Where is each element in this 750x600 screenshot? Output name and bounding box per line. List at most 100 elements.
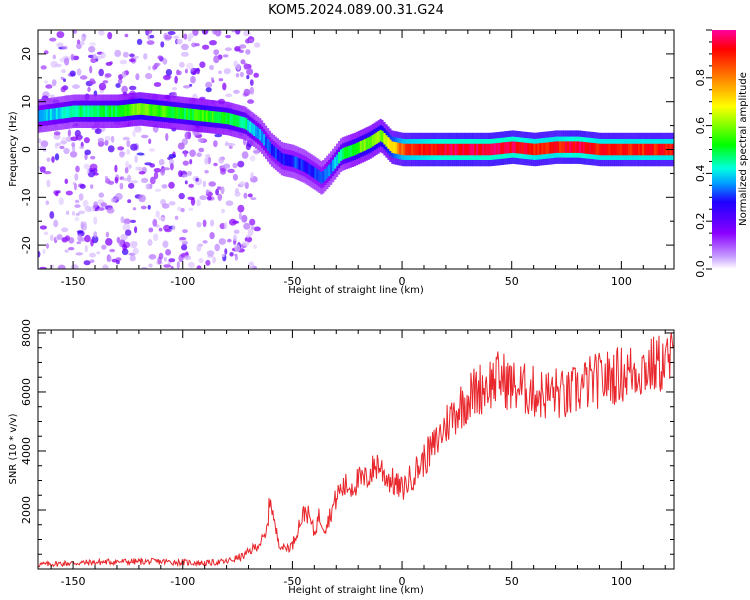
spectrogram-noise-blob [233,89,240,94]
spectrogram-noise-blob [229,218,237,226]
spectrogram-noise-blob [224,47,232,52]
spectrogram-noise-blob [115,193,123,200]
spectrogram-ridge-cell [59,107,62,119]
spectrogram-noise-blob [155,210,160,218]
spectrogram-noise-blob [233,229,240,234]
spectrogram-ridge-cell [499,142,503,155]
spectrogram-ridge-cell [97,105,100,117]
spectrogram-ridge-cell [55,107,58,120]
spectrogram-ridge-cell [231,114,234,126]
spectrogram-noise-blob [129,85,137,91]
spectrogram-ridge-cell [345,146,349,159]
spectrogram-noise-blob [145,30,153,35]
spectrogram-noise-blob [212,256,217,264]
spectrogram-noise-blob [122,51,129,58]
spectrogram-noise-blob [51,156,55,163]
spectrogram-ridge-cell [458,143,461,156]
spectrogram-noise-blob [192,30,199,36]
spectrogram-noise-blob [202,219,207,228]
snr-y-ticks: 2000 4000 6000 8000 [20,319,674,570]
spectrogram-noise-blob [147,239,153,246]
spectrogram-noise-blob [234,244,241,252]
spectrogram-noise-blob [205,154,211,158]
spectrogram-ridge-cell [278,151,281,163]
spectrogram-noise-blob [75,165,80,173]
spectrogram-ridge-cell [239,116,242,128]
spectrogram-noise-blob [76,68,82,76]
spectrogram-ridge-cell [115,105,118,117]
spectrogram-noise-blob [183,85,191,89]
spectrogram-ridge-cell [355,142,358,155]
spectrogram-ridge-cell [418,143,422,156]
spectrogram-ridge-cell [282,153,285,166]
spectrogram-noise-blob [233,60,238,67]
spectrogram-ridge-cell [482,143,485,156]
spectrogram-ridge-cell [375,132,378,144]
spectrogram-noise-blob [50,60,59,68]
spectrogram-noise-blob [168,181,175,189]
spectrogram-noise-blob [181,43,189,51]
spectrogram-noise-blob [115,260,120,265]
spectrogram-ridge-cell [310,165,313,177]
spectrogram-noise-blob [152,218,158,227]
spectrogram-ridge-cell [113,105,116,117]
spectrogram-noise-blob [134,125,142,133]
spectrogram-noise-blob [105,231,110,238]
spectrogram-noise-blob [117,78,123,85]
spectrogram-noise-blob [188,261,195,268]
spectrogram-ridge-cell [227,112,230,125]
spectrogram-ridge-cell [547,142,550,154]
spectrogram-noise-blob [43,50,49,55]
spectrogram-ridge-cell [385,135,388,147]
spectrogram-noise-blob [214,133,223,138]
spectrogram-noise-blob [213,162,218,167]
spectrogram-noise-blob [80,36,85,43]
spectrogram-noise-blob [52,54,56,60]
spectrogram-ridge-cell [205,110,208,122]
spectrogram-noise-blob [135,73,140,81]
spectrogram-noise-blob [146,40,155,45]
spectrogram-ridge-cell [584,142,587,154]
spectrogram-ridge-cell [417,143,420,156]
spectrogram-ridge-cell [353,143,356,156]
spectrogram-noise-blob [121,71,127,78]
spectrogram-noise-blob [227,143,236,147]
x-tick-label: 0 [399,575,406,588]
spectrogram-ridge-cell [332,159,335,172]
spectrogram-noise-blob [132,130,136,137]
spectrogram-y-label: Frequency (Hz) [8,111,19,187]
spectrogram-noise-blob [121,177,129,181]
spectrogram-noise-blob [57,264,66,269]
spectrogram-noise-blob [102,80,109,84]
spectrogram-ridge-cell [454,143,457,156]
spectrogram-noise-blob [136,38,143,46]
spectrogram-ridge-cell [490,143,493,156]
spectrogram-noise-blob [176,38,183,45]
spectrogram-ridge-cell [334,157,337,169]
spectrogram-noise-blob [56,234,63,240]
spectrogram-ridge-cell [45,109,49,121]
spectrogram-ridge-cell [298,158,301,170]
spectrogram-noise-blob [253,150,261,154]
spectrogram-ridge-cell [343,147,347,159]
spectrogram-ridge-cell [426,143,429,156]
spectrogram-noise-blob [213,55,220,64]
x-tick-label: -50 [283,575,301,588]
spectrogram-ridge-cell [338,152,341,164]
spectrogram-noise-blob [79,41,85,46]
spectrogram-ridge-cell [460,143,463,156]
spectrogram-noise-blob [158,227,163,232]
spectrogram-noise-blob [205,259,211,266]
spectrogram-ridge-cell [85,105,88,117]
spectrogram-noise-blob [90,239,94,247]
spectrogram-noise-blob [152,64,157,71]
colorbar-tick-label: 0.8 [694,69,707,87]
spectrogram-ridge-cell [336,154,339,167]
spectrogram-noise-blob [179,61,185,68]
spectrogram-noise-blob [243,30,251,37]
spectrogram-ridge-cell [651,143,654,156]
spectrogram-ridge-cell [53,108,56,120]
spectrogram-noise-blob [149,34,155,39]
spectrogram-noise-blob [145,183,151,190]
spectrogram-noise-blob [225,93,233,98]
